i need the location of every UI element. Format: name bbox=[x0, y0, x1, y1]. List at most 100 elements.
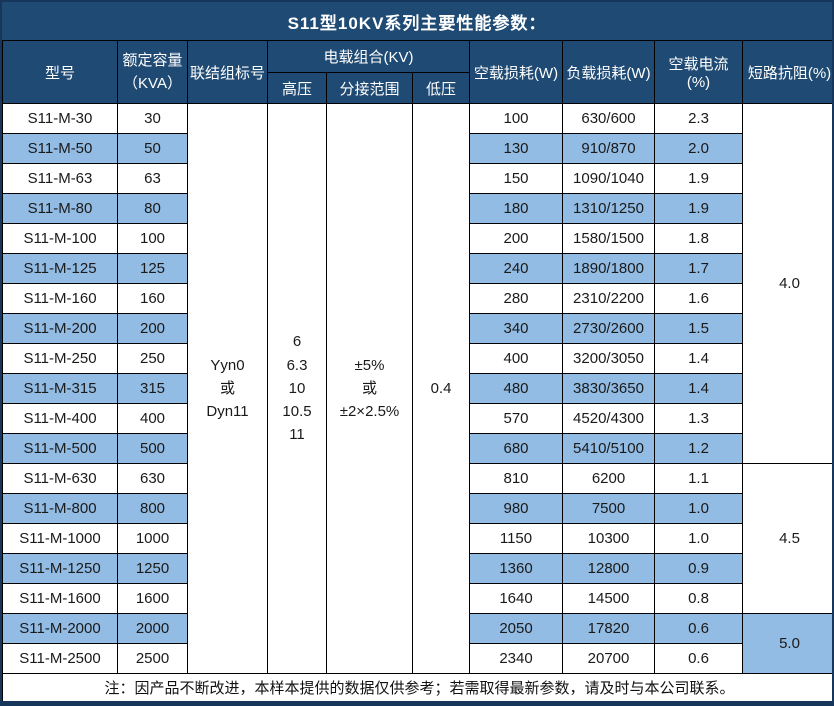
no-load-loss-cell: 570 bbox=[469, 403, 563, 434]
no-load-loss-cell: 680 bbox=[469, 433, 563, 464]
footer-note: 注：因产品不断改进，本样本提供的数据仅供参考；若需取得最新参数，请及时与本公司联… bbox=[2, 673, 832, 701]
no-load-loss-cell: 810 bbox=[469, 463, 563, 494]
model-cell: S11-M-30 bbox=[2, 103, 118, 134]
table-row: S11-M-160 160 280 2310/2200 1.6 bbox=[2, 283, 833, 314]
page-title: S11型10KV系列主要性能参数： bbox=[2, 2, 832, 40]
no-load-current-cell: 1.0 bbox=[654, 523, 743, 554]
header-row-1: 型号 额定容量 （KVA） 联结组标号 电载组合(KV) 空载损耗(W) 负载损… bbox=[2, 40, 832, 104]
header-row-2: 高压 分接范围 低压 bbox=[3, 72, 833, 104]
no-load-current-cell: 0.9 bbox=[654, 553, 743, 584]
model-cell: S11-M-250 bbox=[2, 343, 118, 374]
col-header-connection: 联结组标号 bbox=[187, 40, 268, 104]
col-header-load-loss: 负载损耗(W) bbox=[562, 40, 655, 104]
no-load-loss-cell: 240 bbox=[469, 253, 563, 284]
col-header-no-load-current: 空载电流(%) bbox=[654, 40, 743, 104]
no-load-current-cell: 0.6 bbox=[654, 613, 743, 644]
no-load-current-cell: 1.6 bbox=[654, 283, 743, 314]
no-load-current-cell: 1.1 bbox=[654, 463, 743, 494]
no-load-current-cell: 2.0 bbox=[654, 133, 743, 164]
load-loss-cell: 3200/3050 bbox=[562, 343, 655, 374]
table-row: S11-M-2000 2000 2050 17820 0.6 5.0 bbox=[2, 613, 832, 674]
capacity-cell: 80 bbox=[117, 193, 188, 224]
no-load-current-cell: 0.8 bbox=[654, 583, 743, 614]
load-loss-cell: 12800 bbox=[562, 553, 655, 584]
no-load-loss-cell: 130 bbox=[469, 133, 563, 164]
model-cell: S11-M-1600 bbox=[2, 583, 118, 614]
load-loss-cell: 10300 bbox=[562, 523, 655, 554]
no-load-loss-cell: 1360 bbox=[469, 553, 563, 584]
spec-table: 型号 额定容量 （KVA） 联结组标号 电载组合(KV) 空载损耗(W) 负载损… bbox=[2, 40, 833, 701]
load-loss-cell: 1890/1800 bbox=[562, 253, 655, 284]
no-load-current-cell: 1.3 bbox=[654, 403, 743, 434]
model-cell: S11-M-100 bbox=[2, 223, 118, 254]
capacity-cell: 100 bbox=[117, 223, 188, 254]
table-row: S11-M-1600 1600 1640 14500 0.8 bbox=[2, 583, 833, 614]
model-cell: S11-M-800 bbox=[2, 493, 118, 524]
no-load-loss-cell: 200 bbox=[469, 223, 563, 254]
col-header-model: 型号 bbox=[2, 40, 118, 104]
impedance-cell: 5.0 bbox=[742, 613, 832, 674]
no-load-current-cell: 1.8 bbox=[654, 223, 743, 254]
capacity-cell: 160 bbox=[117, 283, 188, 314]
no-load-current-cell: 1.4 bbox=[654, 373, 743, 404]
table-row: S11-M-2500 2500 2340 20700 0.6 bbox=[2, 643, 833, 674]
load-loss-cell: 4520/4300 bbox=[562, 403, 655, 434]
no-load-loss-cell: 400 bbox=[469, 343, 563, 374]
no-load-current-cell: 1.9 bbox=[654, 163, 743, 194]
no-load-current-cell: 1.2 bbox=[654, 433, 743, 464]
capacity-cell: 800 bbox=[117, 493, 188, 524]
model-cell: S11-M-2500 bbox=[2, 643, 118, 674]
impedance-cell: 4.5 bbox=[742, 463, 832, 614]
note-row: 注：因产品不断改进，本样本提供的数据仅供参考；若需取得最新参数，请及时与本公司联… bbox=[2, 673, 832, 701]
capacity-cell: 1600 bbox=[117, 583, 188, 614]
col-header-low-voltage: 低压 bbox=[412, 72, 470, 104]
impedance-cell: 4.0 bbox=[742, 103, 832, 464]
load-loss-cell: 5410/5100 bbox=[562, 433, 655, 464]
no-load-loss-cell: 280 bbox=[469, 283, 563, 314]
no-load-loss-cell: 480 bbox=[469, 373, 563, 404]
col-header-no-load-loss: 空载损耗(W) bbox=[469, 40, 563, 104]
capacity-cell: 125 bbox=[117, 253, 188, 284]
no-load-loss-cell: 340 bbox=[469, 313, 563, 344]
no-load-current-cell: 1.9 bbox=[654, 193, 743, 224]
capacity-cell: 2000 bbox=[117, 613, 188, 644]
no-load-loss-cell: 150 bbox=[469, 163, 563, 194]
load-loss-cell: 1580/1500 bbox=[562, 223, 655, 254]
no-load-current-cell: 1.5 bbox=[654, 313, 743, 344]
model-cell: S11-M-200 bbox=[2, 313, 118, 344]
capacity-cell: 50 bbox=[117, 133, 188, 164]
table-footer: 注：因产品不断改进，本样本提供的数据仅供参考；若需取得最新参数，请及时与本公司联… bbox=[2, 673, 832, 701]
no-load-loss-cell: 180 bbox=[469, 193, 563, 224]
load-loss-cell: 630/600 bbox=[562, 103, 655, 134]
capacity-cell: 30 bbox=[117, 103, 188, 134]
capacity-cell: 250 bbox=[117, 343, 188, 374]
load-loss-cell: 2730/2600 bbox=[562, 313, 655, 344]
model-cell: S11-M-630 bbox=[2, 463, 118, 494]
load-loss-cell: 17820 bbox=[562, 613, 655, 644]
model-cell: S11-M-400 bbox=[2, 403, 118, 434]
capacity-cell: 1250 bbox=[117, 553, 188, 584]
col-header-high-voltage: 高压 bbox=[267, 72, 327, 104]
tap-range-cell: ±5% 或 ±2×2.5% bbox=[326, 103, 413, 674]
load-loss-cell: 7500 bbox=[562, 493, 655, 524]
capacity-cell: 200 bbox=[117, 313, 188, 344]
high-voltage-cell: 6 6.3 10 10.5 11 bbox=[267, 103, 327, 674]
model-cell: S11-M-1000 bbox=[2, 523, 118, 554]
connection-cell: Yyn0 或 Dyn11 bbox=[187, 103, 268, 674]
load-loss-cell: 1090/1040 bbox=[562, 163, 655, 194]
capacity-cell: 500 bbox=[117, 433, 188, 464]
no-load-current-cell: 1.0 bbox=[654, 493, 743, 524]
load-loss-cell: 14500 bbox=[562, 583, 655, 614]
no-load-loss-cell: 2340 bbox=[469, 643, 563, 674]
table-row: S11-M-400 400 570 4520/4300 1.3 bbox=[2, 403, 833, 434]
load-loss-cell: 2310/2200 bbox=[562, 283, 655, 314]
col-header-tap-range: 分接范围 bbox=[326, 72, 413, 104]
model-cell: S11-M-125 bbox=[2, 253, 118, 284]
capacity-cell: 400 bbox=[117, 403, 188, 434]
table-row: S11-M-800 800 980 7500 1.0 bbox=[2, 493, 833, 524]
model-cell: S11-M-1250 bbox=[2, 553, 118, 584]
model-cell: S11-M-80 bbox=[2, 193, 118, 224]
table-row: S11-M-315 315 480 3830/3650 1.4 bbox=[2, 373, 833, 404]
table-row: S11-M-500 500 680 5410/5100 1.2 bbox=[2, 433, 833, 464]
